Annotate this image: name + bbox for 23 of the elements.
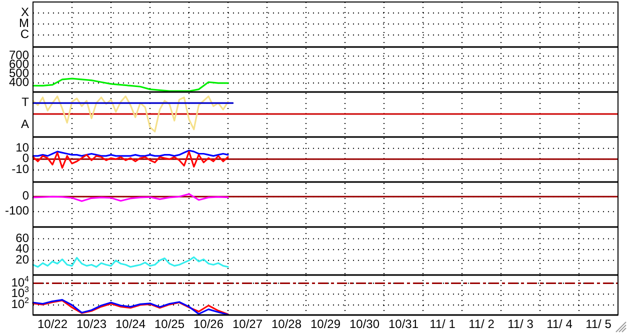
x-tick-label: 10/24 [115, 317, 146, 331]
x-tick-label: 10/30 [349, 317, 380, 331]
x-tick-label: 10/28 [271, 317, 302, 331]
x-tick-label: 11/ 2 [468, 317, 495, 331]
text: A [20, 117, 29, 132]
x-tick-label: 10/27 [232, 317, 263, 331]
x-tick-label: 10/22 [37, 317, 68, 331]
y-tick-label: -100 [4, 204, 30, 218]
line-series [32, 193, 229, 202]
x-tick-label: 10/26 [193, 317, 224, 331]
y-tick-label: 0 [22, 188, 30, 203]
x-tick-label: 10/31 [388, 317, 419, 331]
x-tick-label: 10/25 [154, 317, 185, 331]
x-tick-label: 10/23 [76, 317, 107, 331]
x-tick-label: 11/ 1 [430, 317, 456, 331]
x-tick-label: 11/ 4 [546, 317, 573, 331]
x-tick-label: 10/29 [310, 317, 341, 331]
line-series [32, 150, 229, 169]
line-series [32, 256, 229, 268]
text: T [22, 95, 30, 110]
x-tick-label: 11/ 5 [586, 317, 612, 331]
line-series [32, 78, 229, 92]
x-tick-label: 11/ 3 [508, 317, 534, 331]
